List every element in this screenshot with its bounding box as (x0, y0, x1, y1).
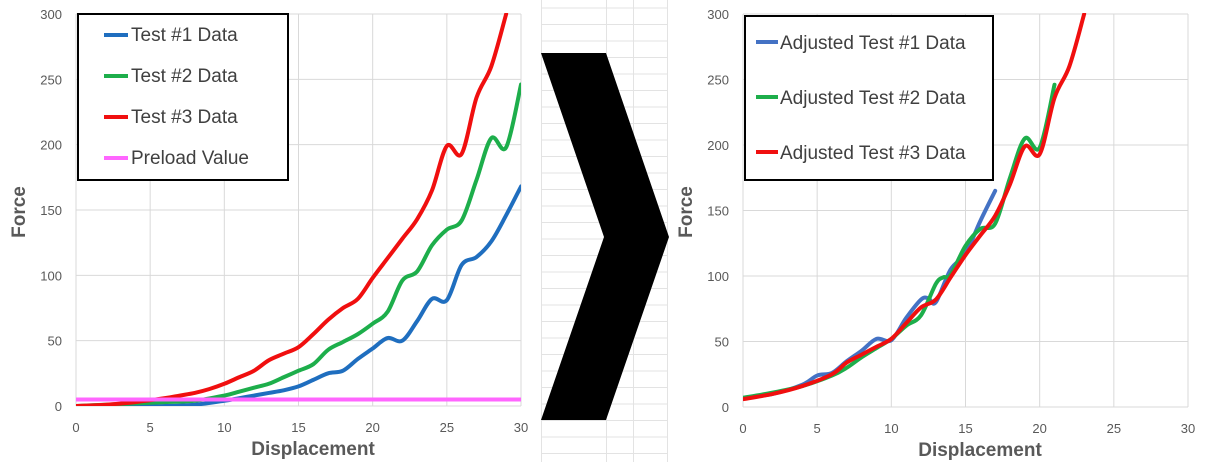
legend-label-adj2: Adjusted Test #2 Data (780, 88, 966, 109)
left-chart-y-axis-title: Force (9, 186, 30, 238)
y-tick-label: 250 (707, 73, 729, 88)
x-tick-label: 10 (884, 421, 898, 436)
y-tick-label: 0 (722, 400, 729, 415)
legend-label-test3: Test #3 Data (131, 107, 238, 128)
series-line-adjusted-test1 (743, 188, 998, 400)
y-tick-label: 100 (707, 269, 729, 284)
right-chart-x-axis-title: Displacement (918, 440, 1042, 461)
x-tick-label: 0 (739, 421, 746, 436)
left-chart-x-ticks: 0 5 10 15 20 25 30 (72, 420, 528, 435)
y-tick-label: 250 (40, 72, 62, 87)
series-line-test3 (76, 13, 509, 406)
y-tick-label: 100 (40, 268, 62, 283)
right-chart-legend: Adjusted Test #1 Data Adjusted Test #2 D… (744, 15, 994, 181)
y-tick-label: 300 (707, 7, 729, 22)
x-tick-label: 15 (291, 420, 305, 435)
right-chart-x-ticks: 0 5 10 15 20 25 30 (739, 421, 1195, 436)
left-chart-legend-box (77, 13, 289, 181)
left-chart-series (76, 13, 521, 406)
x-tick-label: 15 (958, 421, 972, 436)
left-chart-x-axis-title: Displacement (251, 439, 375, 460)
x-tick-label: 10 (217, 420, 231, 435)
x-tick-label: 25 (1107, 421, 1121, 436)
right-chart: 0 50 100 150 200 250 300 0 5 10 15 20 25 30 Displace… (676, 7, 1195, 461)
left-chart-y-ticks: 0 50 100 150 200 250 300 (40, 7, 62, 414)
x-tick-label: 20 (1032, 421, 1046, 436)
series-line-test1 (76, 184, 521, 406)
legend-label-adj1: Adjusted Test #1 Data (780, 33, 966, 54)
x-tick-label: 30 (1181, 421, 1195, 436)
y-tick-label: 150 (40, 203, 62, 218)
y-tick-label: 50 (48, 334, 62, 349)
y-tick-label: 150 (707, 204, 729, 219)
x-tick-label: 5 (814, 421, 821, 436)
x-tick-label: 20 (365, 420, 379, 435)
x-tick-label: 0 (72, 420, 79, 435)
y-tick-label: 0 (55, 399, 62, 414)
right-chart-series (743, 13, 1087, 402)
x-tick-label: 5 (147, 420, 154, 435)
legend-label-test2: Test #2 Data (131, 66, 238, 87)
y-tick-label: 200 (707, 138, 729, 153)
y-tick-label: 50 (715, 335, 729, 350)
chevron-arrow-icon (541, 53, 669, 420)
legend-label-preload: Preload Value (131, 148, 249, 169)
right-chart-legend-box (744, 15, 994, 181)
y-tick-label: 300 (40, 7, 62, 22)
series-line-adjusted-test3 (743, 13, 1087, 402)
y-tick-label: 200 (40, 138, 62, 153)
right-chart-y-ticks: 0 50 100 150 200 250 300 (707, 7, 729, 415)
x-tick-label: 30 (514, 420, 528, 435)
legend-label-test1: Test #1 Data (131, 25, 238, 46)
left-chart-legend: Test #1 Data Test #2 Data Test #3 Data P… (77, 13, 289, 181)
right-chart-y-axis-title: Force (676, 186, 697, 238)
left-chart: 0 50 100 150 200 250 300 0 5 10 15 20 25 30 Displace… (9, 7, 528, 460)
x-tick-label: 25 (440, 420, 454, 435)
legend-label-adj3: Adjusted Test #3 Data (780, 143, 966, 164)
